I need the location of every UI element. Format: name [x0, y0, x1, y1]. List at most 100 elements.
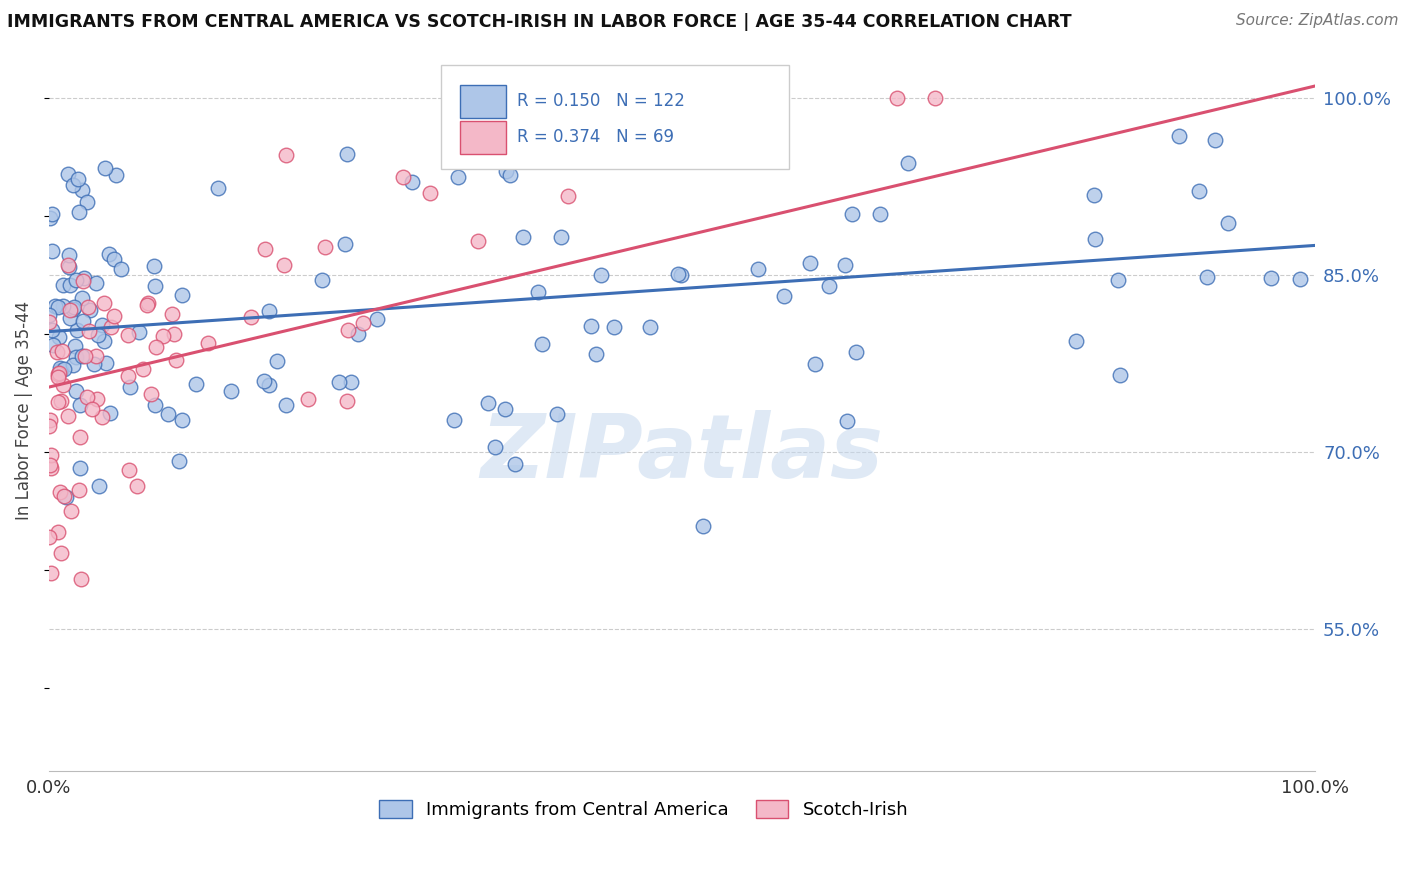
Point [240, 310, 263, 325]
Point [352, 316, 374, 330]
Point [76, 194, 98, 209]
Point [70, 349, 93, 363]
Point [392, 169, 415, 184]
Point [1108, 368, 1130, 383]
FancyBboxPatch shape [441, 65, 789, 169]
Point [336, 323, 359, 337]
Point [63, 338, 86, 352]
Point [79, 303, 101, 318]
Text: IMMIGRANTS FROM CENTRAL AMERICA VS SCOTCH-IRISH IN LABOR FORCE | AGE 35-44 CORRE: IMMIGRANTS FROM CENTRAL AMERICA VS SCOTC… [7, 13, 1071, 31]
Point [692, 518, 714, 533]
Point [65, 350, 87, 364]
Point [132, 362, 155, 376]
Point [1187, 184, 1209, 198]
Point [38, 315, 60, 329]
Point [401, 175, 423, 189]
Point [105, 169, 128, 183]
Point [1204, 133, 1226, 147]
Point [266, 354, 288, 368]
Point [139, 387, 162, 401]
Point [103, 252, 125, 266]
FancyBboxPatch shape [460, 85, 506, 118]
Point [45, 345, 67, 359]
Point [67, 205, 90, 219]
Point [77, 300, 100, 314]
Point [803, 357, 825, 371]
Point [1083, 188, 1105, 202]
Point [48, 361, 70, 376]
Point [207, 180, 229, 194]
Point [39, 458, 62, 472]
Point [1260, 271, 1282, 285]
Point [73, 270, 96, 285]
Point [197, 335, 219, 350]
Point [38, 530, 60, 544]
Point [39, 211, 62, 225]
Point [145, 279, 167, 293]
Point [143, 398, 166, 412]
Point [1289, 272, 1312, 286]
Point [70, 291, 93, 305]
Point [276, 398, 298, 412]
Point [221, 384, 243, 398]
FancyBboxPatch shape [460, 120, 506, 153]
Point [747, 261, 769, 276]
Point [340, 375, 363, 389]
Point [471, 91, 494, 105]
Point [447, 169, 470, 184]
Point [62, 178, 84, 193]
Point [328, 375, 350, 389]
Point [336, 393, 359, 408]
Point [579, 318, 602, 333]
Point [51, 344, 73, 359]
Point [59, 311, 82, 326]
Point [73, 349, 96, 363]
Point [167, 453, 190, 467]
Point [53, 362, 76, 376]
Point [48, 366, 70, 380]
Point [314, 239, 336, 253]
Point [66, 323, 89, 337]
Point [38, 419, 60, 434]
Y-axis label: In Labor Force | Age 35-44: In Labor Force | Age 35-44 [15, 301, 32, 520]
Point [60, 504, 83, 518]
Point [84, 349, 107, 363]
Point [254, 242, 277, 256]
Point [467, 234, 489, 248]
Point [274, 148, 297, 162]
Point [69, 430, 91, 444]
Text: Source: ZipAtlas.com: Source: ZipAtlas.com [1236, 13, 1399, 29]
Point [82, 401, 104, 416]
Point [1195, 270, 1218, 285]
Point [90, 318, 112, 332]
Point [886, 91, 908, 105]
Point [41, 207, 63, 221]
Point [79, 324, 101, 338]
Point [110, 262, 132, 277]
Point [76, 390, 98, 404]
Point [39, 413, 62, 427]
Point [48, 330, 70, 344]
Point [72, 274, 94, 288]
Point [419, 186, 441, 200]
Point [512, 230, 534, 244]
Point [772, 289, 794, 303]
Point [62, 301, 84, 315]
Point [835, 414, 858, 428]
Point [117, 369, 139, 384]
Point [58, 260, 80, 274]
Point [49, 546, 72, 560]
Point [897, 156, 920, 170]
Point [87, 327, 110, 342]
Point [494, 401, 516, 416]
Point [165, 353, 187, 368]
Point [42, 338, 65, 352]
Point [869, 207, 891, 221]
Point [86, 392, 108, 407]
Point [170, 288, 193, 302]
Point [550, 230, 572, 244]
Point [297, 392, 319, 407]
Point [97, 247, 120, 261]
Point [527, 285, 550, 299]
Point [52, 278, 75, 293]
